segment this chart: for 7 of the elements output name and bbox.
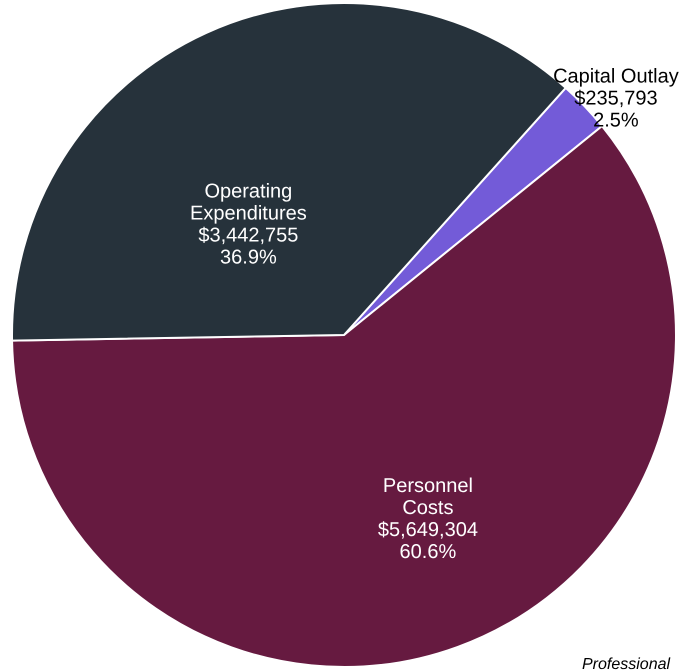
slice-label: Operating Expenditures	[190, 180, 307, 224]
data-label: $3,442,755 36.9%	[198, 224, 298, 268]
text: Professional	[582, 656, 670, 670]
data-label: $235,793 2.5%	[574, 88, 658, 132]
slice-label: Capital Outlay	[553, 66, 679, 88]
slice-label: Personnel Costs	[382, 474, 473, 519]
data-label: $5,649,304 60.6%	[378, 518, 478, 563]
